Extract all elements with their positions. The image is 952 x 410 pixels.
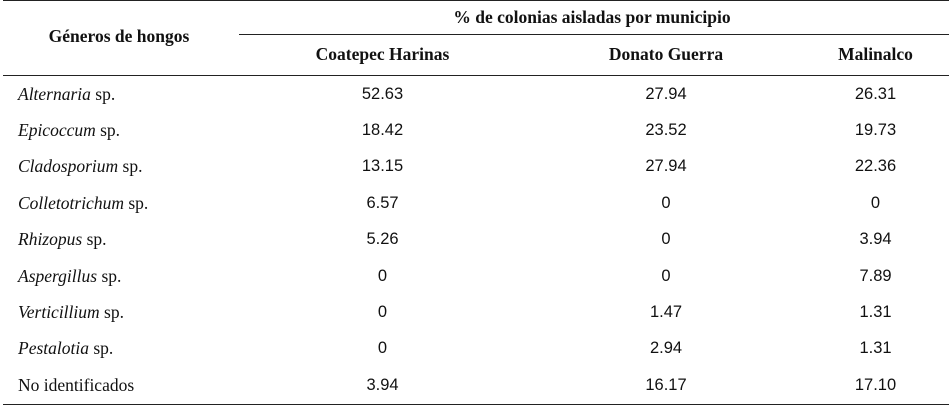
genus-cell: No identificados <box>3 367 235 405</box>
table-row: No identificados 3.94 16.17 17.10 <box>3 367 949 405</box>
value-cell: 0 <box>661 193 671 212</box>
genus-cell: Cladosporium sp. <box>3 149 235 185</box>
table-row: Pestalotia sp. 0 2.94 1.31 <box>3 331 949 367</box>
table-row: Aspergillus sp. 0 0 7.89 <box>3 258 949 294</box>
value-cell: 2.94 <box>649 339 683 358</box>
table-body: Alternaria sp. 52.63 27.94 26.31 Epicoccum s… <box>3 76 949 405</box>
genus-suffix: sp. <box>97 265 122 286</box>
municipality-group-header: % de colonias aisladas por municipio <box>235 0 949 35</box>
value-cell: 5.26 <box>366 230 399 249</box>
genus-name: Rhizopus <box>18 229 83 250</box>
value-cell: 0 <box>377 339 388 358</box>
genus-name: Aspergillus <box>18 265 98 286</box>
table-row: Alternaria sp. 52.63 27.94 26.31 <box>3 76 949 113</box>
value-cell: 1.31 <box>859 303 892 322</box>
genus-cell: Verticillium sp. <box>3 294 235 330</box>
value-cell: 16.17 <box>530 367 802 405</box>
genus-suffix: sp. <box>123 192 149 213</box>
genus-name: Verticillium <box>18 302 100 323</box>
genus-name: Alternaria <box>18 83 91 104</box>
column-header-malinalco: Malinalco <box>802 34 949 76</box>
value-cell: 26.31 <box>854 84 897 103</box>
value-cell: 27.94 <box>645 157 687 176</box>
value-cell: 0 <box>661 266 671 285</box>
genus-suffix: sp. <box>118 156 143 177</box>
value-cell: 0 <box>661 230 671 249</box>
genus-cell: Rhizopus sp. <box>3 222 235 258</box>
genus-suffix: sp. <box>90 83 116 104</box>
value-cell: 17.10 <box>802 367 949 405</box>
column-header-donato-guerra: Donato Guerra <box>530 34 802 76</box>
genus-suffix: sp. <box>99 302 124 323</box>
table-row: Rhizopus sp. 5.26 0 3.94 <box>3 222 949 258</box>
value-cell: 0 <box>377 303 388 322</box>
genus-name: Colletotrichum <box>18 192 124 213</box>
genus-name: No identificados <box>18 374 135 395</box>
column-header-coatepec-harinas: Coatepec Harinas <box>235 34 530 76</box>
group-header-label: % de colonias aisladas por municipio <box>453 7 731 28</box>
genus-cell: Epicoccum sp. <box>3 112 235 148</box>
value-cell: 52.63 <box>361 84 404 103</box>
value-cell: 3.94 <box>859 230 892 249</box>
genus-cell: Colletotrichum sp. <box>3 185 235 221</box>
genus-name: Pestalotia <box>18 338 89 359</box>
table-row: Epicoccum sp. 18.42 23.52 19.73 <box>3 112 949 148</box>
genus-suffix: sp. <box>88 338 114 359</box>
table-row: Verticillium sp. 0 1.47 1.31 <box>3 294 949 330</box>
genus-cell: Aspergillus sp. <box>3 258 235 294</box>
genus-column-header: Géneros de hongos <box>3 0 235 76</box>
value-cell: 18.42 <box>361 121 404 140</box>
value-cell: 22.36 <box>854 157 897 176</box>
genus-name: Cladosporium <box>18 156 119 177</box>
fungi-table-container: Géneros de hongos % de colonias aisladas… <box>3 0 949 405</box>
value-cell: 27.94 <box>645 84 687 103</box>
genus-cell: Pestalotia sp. <box>3 331 235 367</box>
table-header: Géneros de hongos % de colonias aisladas… <box>3 0 949 76</box>
genus-suffix: sp. <box>95 120 121 141</box>
genus-suffix: sp. <box>82 229 107 250</box>
genus-cell: Alternaria sp. <box>3 76 235 113</box>
value-cell: 13.15 <box>361 157 404 176</box>
value-cell: 6.57 <box>366 193 399 212</box>
table-row: Cladosporium sp. 13.15 27.94 22.36 <box>3 149 949 185</box>
value-cell: 23.52 <box>645 121 687 140</box>
group-header-rule <box>239 33 949 35</box>
table-row: Colletotrichum sp. 6.57 0 0 <box>3 185 949 221</box>
value-cell: 0 <box>377 266 388 285</box>
fungi-table: Géneros de hongos % de colonias aisladas… <box>3 0 949 405</box>
value-cell: 1.31 <box>859 339 892 358</box>
value-cell: 19.73 <box>854 121 897 140</box>
value-cell: 1.47 <box>649 303 683 322</box>
genus-name: Epicoccum <box>18 120 96 141</box>
value-cell: 7.89 <box>859 266 892 285</box>
value-cell: 0 <box>870 193 881 212</box>
value-cell: 3.94 <box>235 367 530 405</box>
